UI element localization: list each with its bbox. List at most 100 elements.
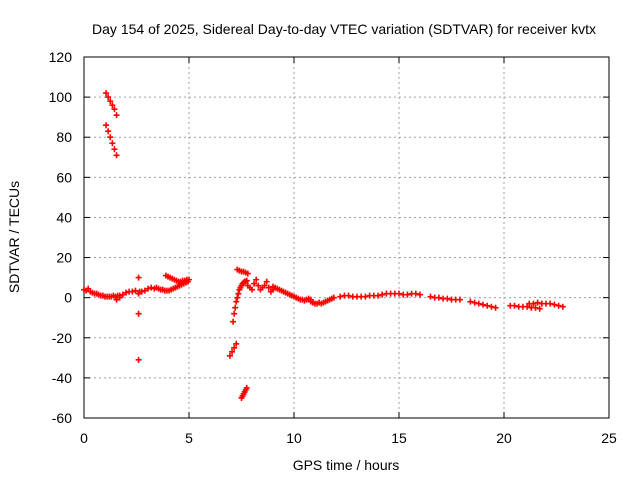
data-point — [456, 296, 463, 303]
data-point — [233, 340, 240, 347]
track-peak-cluster — [234, 266, 251, 277]
x-tick-label: 5 — [185, 430, 193, 446]
y-tick-label: -60 — [52, 410, 72, 426]
data-point — [547, 300, 554, 307]
data-point — [532, 304, 539, 311]
track-dip-steep — [238, 384, 250, 401]
data-point — [109, 102, 116, 109]
data-point — [85, 285, 92, 292]
data-point — [536, 305, 543, 312]
grid-lines — [84, 57, 609, 418]
data-point — [105, 94, 112, 101]
data-point — [471, 299, 478, 306]
chart-title: Day 154 of 2025, Sidereal Day-to-day VTE… — [92, 21, 596, 37]
data-points — [81, 90, 566, 401]
data-point — [396, 290, 402, 297]
x-tick-label: 25 — [601, 430, 617, 446]
data-point — [484, 302, 491, 309]
data-point — [113, 112, 120, 119]
data-point — [233, 298, 240, 305]
data-point — [116, 294, 123, 301]
data-point — [105, 128, 112, 135]
track-morning-a — [113, 284, 158, 303]
track-late-b — [467, 298, 499, 311]
x-tick-label: 15 — [391, 430, 407, 446]
y-tick-label: 100 — [49, 89, 73, 105]
data-point — [524, 303, 531, 310]
data-point — [229, 348, 236, 355]
data-point — [444, 295, 451, 302]
data-point — [249, 286, 255, 293]
data-point — [435, 294, 442, 301]
data-point — [103, 122, 110, 129]
data-point — [234, 294, 241, 301]
data-point — [123, 289, 129, 296]
y-tick-label: 0 — [64, 290, 72, 306]
data-point — [107, 134, 114, 141]
y-tick-label: -20 — [52, 330, 72, 346]
data-point — [265, 284, 272, 291]
y-tick-label: 80 — [56, 129, 72, 145]
data-point — [467, 298, 474, 305]
plot-frame — [83, 56, 610, 419]
data-point — [135, 274, 142, 281]
data-point — [243, 277, 250, 284]
axis-ticks: 0 5 10 15 20 25 -60 -40 -20 0 20 40 60 80 100 120 — [49, 49, 617, 446]
data-point — [379, 291, 386, 298]
data-point — [555, 302, 562, 309]
data-point — [530, 300, 537, 307]
data-point — [132, 287, 139, 294]
data-point — [375, 292, 381, 299]
data-point — [243, 384, 250, 391]
data-point — [129, 288, 136, 295]
data-point — [111, 146, 118, 153]
data-point — [492, 304, 499, 311]
data-point — [534, 299, 541, 306]
data-point — [559, 303, 566, 310]
y-axis-label: SDTVAR / TECUs — [6, 181, 22, 293]
data-point — [417, 291, 423, 298]
track-high-1 — [103, 90, 120, 119]
data-point — [488, 303, 495, 310]
data-point — [427, 293, 434, 300]
data-point — [113, 152, 120, 159]
data-point — [551, 301, 558, 308]
track-afternoon — [337, 290, 423, 300]
track-dip-recovery — [230, 277, 250, 325]
x-tick-label: 20 — [496, 430, 512, 446]
data-point — [362, 293, 369, 300]
data-point — [242, 278, 249, 285]
data-point — [135, 356, 142, 363]
x-tick-label: 10 — [286, 430, 302, 446]
data-point — [244, 270, 251, 277]
track-midday-c — [307, 294, 337, 307]
data-point — [119, 291, 126, 298]
data-point — [145, 285, 152, 292]
data-point — [251, 280, 258, 287]
data-point — [107, 98, 114, 105]
data-point — [136, 288, 143, 295]
y-tick-label: -40 — [52, 370, 72, 386]
track-outliers — [135, 274, 143, 363]
data-point — [253, 276, 260, 283]
track-high-2 — [103, 122, 120, 159]
x-tick-label: 0 — [80, 430, 88, 446]
data-point — [255, 282, 262, 289]
data-point — [330, 294, 337, 301]
data-point — [261, 282, 268, 289]
data-point — [475, 300, 482, 307]
track-dip-low — [226, 340, 240, 359]
data-point — [111, 106, 118, 113]
data-point — [511, 302, 518, 309]
data-point — [345, 292, 352, 299]
track-morning-c — [162, 272, 192, 285]
y-tick-label: 20 — [56, 250, 72, 266]
data-point — [141, 287, 148, 294]
data-point — [109, 140, 116, 147]
track-midday-a — [244, 276, 276, 295]
y-tick-label: 120 — [49, 49, 73, 65]
x-axis-label: GPS time / hours — [293, 457, 400, 473]
y-tick-label: 40 — [56, 209, 72, 225]
data-point — [412, 290, 419, 297]
